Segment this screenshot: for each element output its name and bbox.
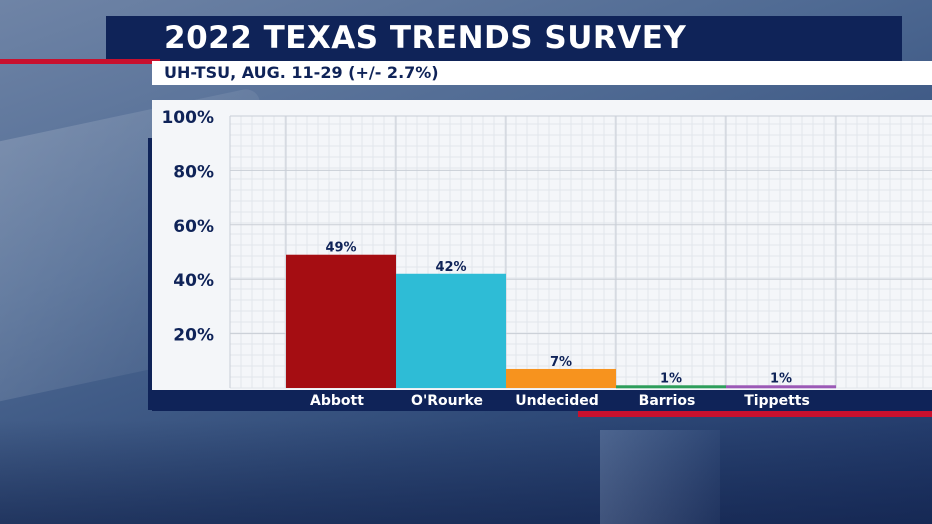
category-axis-bar bbox=[152, 390, 932, 411]
title-red-accent bbox=[0, 59, 160, 64]
x-tick-label: Abbott bbox=[310, 393, 364, 409]
bar-barrios bbox=[616, 385, 726, 389]
data-label: 42% bbox=[435, 260, 466, 275]
bar-abbott bbox=[286, 254, 396, 388]
y-tick-label: 20% bbox=[173, 326, 214, 346]
page-subtitle: UH-TSU, AUG. 11-29 (+/- 2.7%) bbox=[164, 63, 439, 82]
bottom-red-accent bbox=[578, 411, 932, 417]
bar-undecided bbox=[506, 368, 616, 388]
data-labels: 49% 42% 7% 1% 1% bbox=[325, 241, 792, 387]
x-tick-label: O'Rourke bbox=[411, 393, 483, 409]
data-label: 1% bbox=[770, 371, 792, 386]
y-tick-label: 100% bbox=[161, 108, 214, 128]
data-label: 1% bbox=[660, 371, 682, 386]
data-label: 49% bbox=[325, 241, 356, 256]
subtitle-bar: UH-TSU, AUG. 11-29 (+/- 2.7%) bbox=[152, 61, 932, 85]
x-tick-label: Tippetts bbox=[744, 393, 810, 409]
y-tick-label: 60% bbox=[173, 217, 214, 237]
y-tick-label: 80% bbox=[173, 162, 214, 182]
page-title: 2022 TEXAS TRENDS SURVEY bbox=[164, 20, 687, 56]
y-tick-label: 40% bbox=[173, 271, 214, 291]
bar-tippetts bbox=[726, 385, 836, 389]
chart-left-accent bbox=[148, 138, 152, 410]
background-shade bbox=[0, 420, 932, 524]
x-axis-ticks: Abbott O'Rourke Undecided Barrios Tippetts bbox=[310, 393, 810, 409]
title-bar: 2022 TEXAS TRENDS SURVEY bbox=[106, 16, 902, 61]
bars bbox=[286, 254, 836, 389]
x-tick-label: Barrios bbox=[639, 393, 696, 409]
x-tick-label: Undecided bbox=[515, 393, 599, 409]
y-axis-ticks: 20% 40% 60% 80% 100% bbox=[161, 108, 214, 346]
bar-orourke bbox=[396, 273, 506, 388]
major-grid bbox=[229, 115, 932, 388]
data-label: 7% bbox=[550, 355, 572, 370]
background-shape-light bbox=[600, 430, 720, 524]
